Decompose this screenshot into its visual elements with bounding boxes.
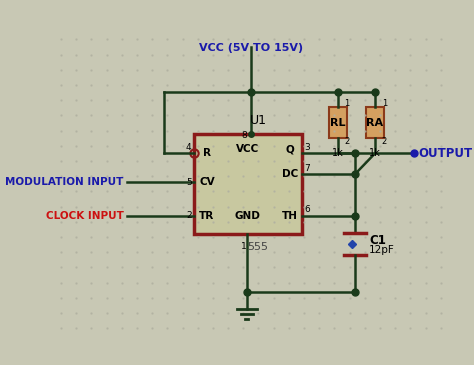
- Text: U1: U1: [249, 114, 266, 127]
- Text: 3: 3: [304, 143, 310, 152]
- Text: 7: 7: [304, 164, 310, 173]
- Text: 2: 2: [345, 137, 350, 146]
- Text: VCC (5V TO 15V): VCC (5V TO 15V): [199, 43, 303, 53]
- Text: R: R: [203, 149, 211, 158]
- Text: OUTPUT: OUTPUT: [418, 147, 472, 160]
- Text: GND: GND: [235, 211, 261, 221]
- FancyBboxPatch shape: [194, 134, 301, 234]
- Text: TR: TR: [200, 211, 215, 221]
- Text: RA: RA: [366, 118, 383, 127]
- Text: 1k: 1k: [369, 149, 381, 158]
- Text: 4: 4: [185, 143, 191, 152]
- Text: CLOCK INPUT: CLOCK INPUT: [46, 211, 123, 221]
- Text: MODULATION INPUT: MODULATION INPUT: [5, 177, 123, 187]
- Text: Q: Q: [285, 144, 294, 154]
- Text: 555: 555: [247, 242, 269, 252]
- Text: 2: 2: [382, 137, 387, 146]
- Text: C1: C1: [369, 234, 386, 247]
- Text: 6: 6: [304, 205, 310, 214]
- Text: CV: CV: [199, 177, 215, 187]
- Text: TH: TH: [282, 211, 298, 221]
- Text: 2: 2: [186, 211, 192, 220]
- Text: 1: 1: [382, 99, 387, 108]
- Text: VCC: VCC: [237, 144, 260, 154]
- Text: 8: 8: [242, 131, 247, 140]
- Text: RL: RL: [330, 118, 346, 127]
- Text: 5: 5: [186, 178, 192, 187]
- Bar: [328, 107, 347, 138]
- Text: 12pF: 12pF: [369, 245, 395, 255]
- Text: 1k: 1k: [332, 149, 344, 158]
- Text: DC: DC: [282, 169, 298, 178]
- Text: 1: 1: [345, 99, 350, 108]
- Text: 1: 1: [241, 242, 247, 251]
- Bar: [365, 107, 384, 138]
